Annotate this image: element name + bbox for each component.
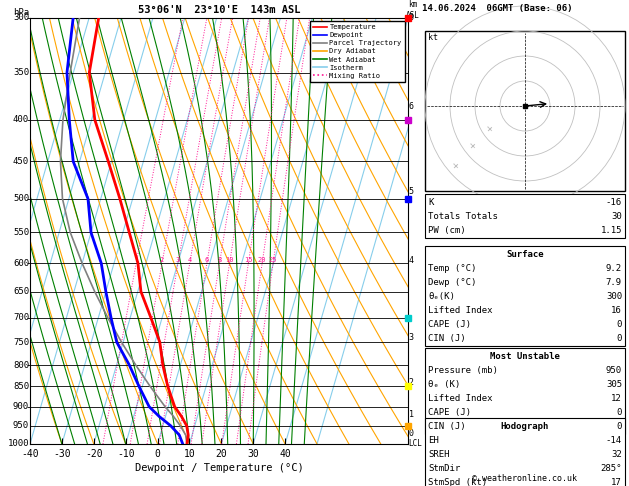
Text: 0: 0 — [616, 408, 622, 417]
Text: 8: 8 — [409, 14, 414, 22]
Text: 0: 0 — [616, 422, 622, 431]
Text: 500: 500 — [13, 194, 29, 203]
Text: 2: 2 — [160, 257, 164, 263]
Text: LCL: LCL — [409, 439, 423, 449]
Text: 450: 450 — [13, 157, 29, 166]
Text: Dewp (°C): Dewp (°C) — [428, 278, 476, 287]
Text: 300: 300 — [13, 14, 29, 22]
Text: 400: 400 — [13, 115, 29, 124]
Text: Totals Totals: Totals Totals — [428, 212, 498, 221]
Text: SREH: SREH — [428, 450, 450, 459]
Bar — [425, 246, 625, 346]
Text: 285°: 285° — [601, 464, 622, 473]
Text: Temp (°C): Temp (°C) — [428, 264, 476, 273]
Text: 0: 0 — [616, 320, 622, 329]
Text: 650: 650 — [13, 287, 29, 296]
Text: Lifted Index: Lifted Index — [428, 306, 493, 315]
Text: 17: 17 — [611, 478, 622, 486]
Text: 9.2: 9.2 — [606, 264, 622, 273]
Text: 5: 5 — [409, 187, 414, 196]
Text: θₑ (K): θₑ (K) — [428, 380, 460, 389]
Text: Most Unstable: Most Unstable — [490, 352, 560, 361]
Text: 25: 25 — [269, 257, 277, 263]
Text: EH: EH — [428, 436, 439, 445]
Text: 7.9: 7.9 — [606, 278, 622, 287]
Text: 6: 6 — [409, 102, 414, 111]
Bar — [425, 194, 625, 238]
Text: 14.06.2024  06GMT (Base: 06): 14.06.2024 06GMT (Base: 06) — [422, 4, 572, 13]
Text: Surface: Surface — [506, 250, 544, 259]
Text: © weatheronline.co.uk: © weatheronline.co.uk — [472, 474, 577, 483]
Text: 3: 3 — [176, 257, 180, 263]
Text: θₑ(K): θₑ(K) — [428, 292, 455, 301]
Text: 4: 4 — [187, 257, 192, 263]
Text: 0: 0 — [409, 429, 414, 438]
Text: 3: 3 — [409, 333, 414, 342]
Text: 1: 1 — [409, 410, 414, 419]
Text: 30: 30 — [611, 212, 622, 221]
Text: 1.15: 1.15 — [601, 226, 622, 235]
Text: 32: 32 — [611, 450, 622, 459]
Text: 16: 16 — [611, 306, 622, 315]
Text: 0: 0 — [616, 334, 622, 343]
Bar — [425, 348, 625, 434]
Text: 1000: 1000 — [8, 439, 29, 449]
Text: CIN (J): CIN (J) — [428, 422, 465, 431]
Text: km
ASL: km ASL — [406, 0, 420, 20]
Text: 15: 15 — [244, 257, 253, 263]
Text: StmDir: StmDir — [428, 464, 460, 473]
Text: 10: 10 — [225, 257, 234, 263]
Text: +: + — [450, 160, 462, 172]
Text: -14: -14 — [606, 436, 622, 445]
Bar — [425, 31, 625, 191]
Text: +: + — [484, 123, 496, 134]
Text: kt: kt — [428, 33, 438, 42]
Text: 2: 2 — [409, 378, 414, 387]
Text: 6: 6 — [205, 257, 209, 263]
Text: hPa: hPa — [13, 8, 29, 17]
Text: 850: 850 — [13, 382, 29, 391]
Text: Lifted Index: Lifted Index — [428, 394, 493, 403]
Text: 800: 800 — [13, 361, 29, 369]
Text: 750: 750 — [13, 338, 29, 347]
Text: 950: 950 — [13, 421, 29, 430]
Text: 4: 4 — [409, 256, 414, 265]
Text: -16: -16 — [606, 198, 622, 207]
Text: 950: 950 — [606, 366, 622, 375]
Text: StmSpd (kt): StmSpd (kt) — [428, 478, 487, 486]
Text: 700: 700 — [13, 313, 29, 322]
Text: CIN (J): CIN (J) — [428, 334, 465, 343]
Text: 305: 305 — [606, 380, 622, 389]
Text: CAPE (J): CAPE (J) — [428, 408, 471, 417]
Text: 350: 350 — [13, 68, 29, 77]
Legend: Temperature, Dewpoint, Parcel Trajectory, Dry Adiabat, Wet Adiabat, Isotherm, Mi: Temperature, Dewpoint, Parcel Trajectory… — [310, 21, 404, 82]
Text: 900: 900 — [13, 402, 29, 411]
Text: 600: 600 — [13, 259, 29, 268]
Text: Hodograph: Hodograph — [501, 422, 549, 431]
Text: Pressure (mb): Pressure (mb) — [428, 366, 498, 375]
Text: 8: 8 — [218, 257, 221, 263]
Text: 300: 300 — [606, 292, 622, 301]
Text: 53°06'N  23°10'E  143m ASL: 53°06'N 23°10'E 143m ASL — [138, 5, 300, 16]
Text: PW (cm): PW (cm) — [428, 226, 465, 235]
Text: +: + — [467, 140, 478, 152]
Bar — [425, 418, 625, 486]
Text: K: K — [428, 198, 433, 207]
Text: 20: 20 — [258, 257, 267, 263]
Text: 1: 1 — [134, 257, 138, 263]
Text: 550: 550 — [13, 228, 29, 237]
X-axis label: Dewpoint / Temperature (°C): Dewpoint / Temperature (°C) — [135, 463, 303, 473]
Text: 12: 12 — [611, 394, 622, 403]
Text: CAPE (J): CAPE (J) — [428, 320, 471, 329]
